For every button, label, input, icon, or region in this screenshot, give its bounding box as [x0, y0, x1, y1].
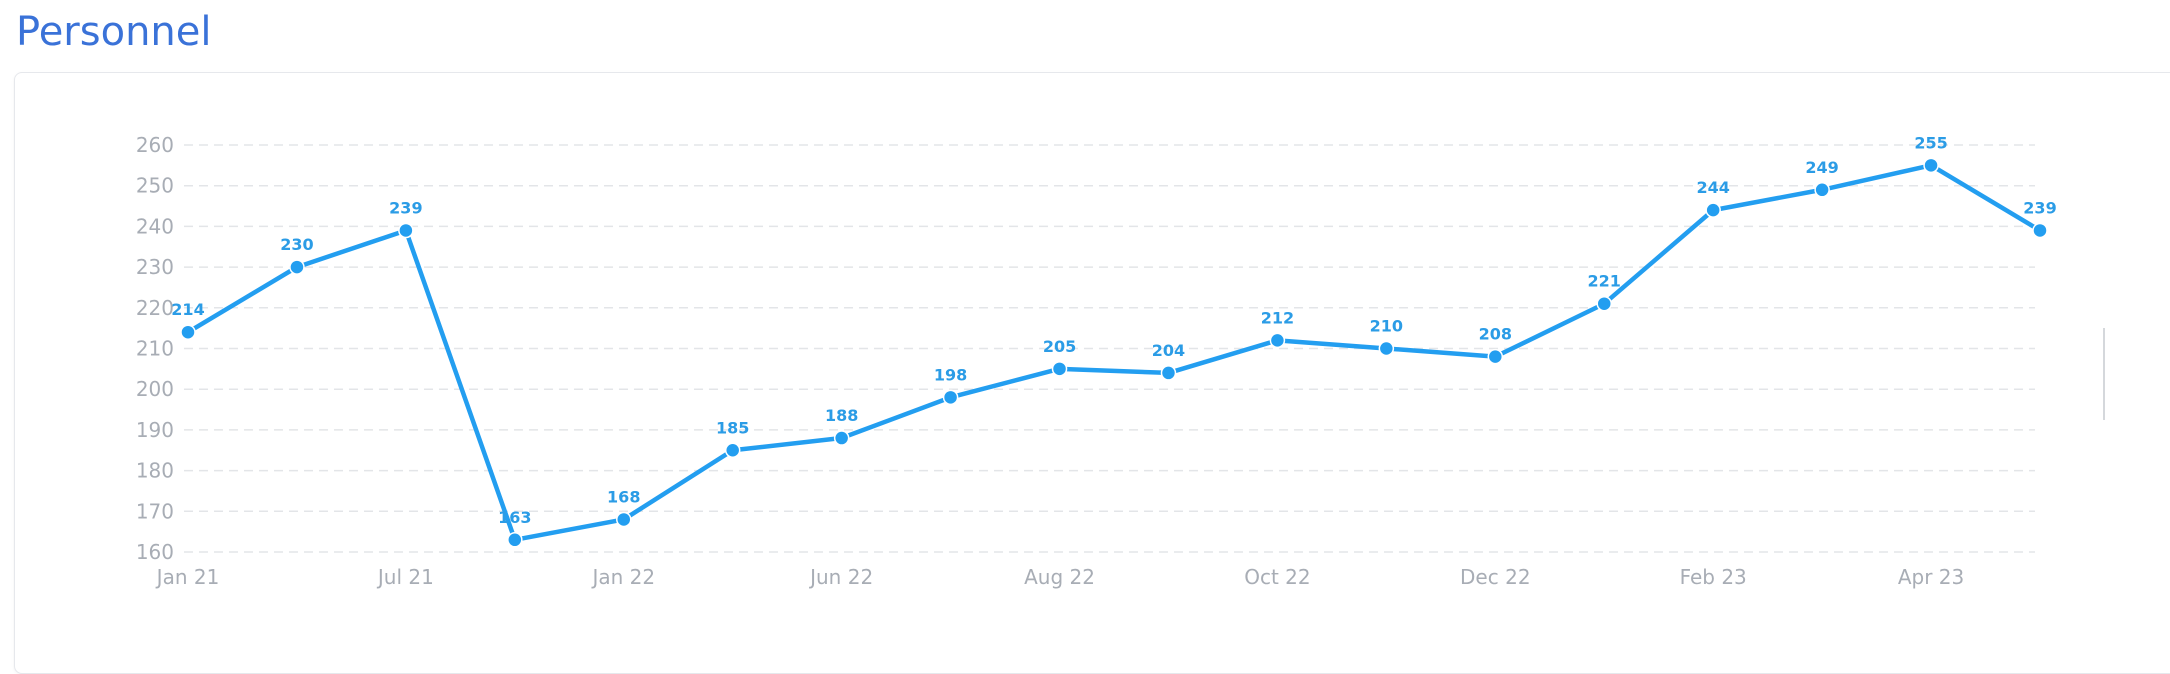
data-point[interactable]: [1923, 157, 1939, 174]
data-point[interactable]: [289, 259, 305, 275]
data-label: 168: [607, 487, 640, 506]
data-label: 230: [280, 235, 313, 254]
data-label: 255: [1914, 133, 1947, 152]
grid-lines: [184, 144, 2035, 553]
data-label: 239: [2023, 198, 2056, 217]
x-tick-label: Oct 22: [1244, 565, 1310, 589]
scroll-handle[interactable]: [2103, 328, 2105, 420]
data-labels: 214 230 239 163 168 185 188 198 205 204 212 210 208 2…: [171, 133, 2056, 526]
data-label: 210: [1370, 317, 1403, 336]
x-tick-label: Jun 22: [808, 565, 873, 589]
data-point[interactable]: [398, 222, 414, 239]
data-point[interactable]: [1814, 182, 1830, 198]
data-label: 221: [1588, 272, 1621, 291]
y-tick-label: 220: [136, 296, 174, 320]
data-point[interactable]: [1378, 340, 1395, 357]
y-tick-label: 250: [136, 174, 174, 198]
personnel-line-chart: 160 170 180 190 200 210 220 230 240 250 260 Jan 21…: [136, 133, 2057, 589]
data-point[interactable]: [616, 511, 632, 528]
y-tick-label: 160: [136, 540, 174, 564]
data-point[interactable]: [1051, 361, 1068, 377]
data-label: 188: [825, 406, 858, 425]
series-line: [186, 163, 2042, 543]
series-points: [180, 157, 2048, 548]
y-tick-label: 230: [136, 255, 174, 279]
y-axis-ticks: 160 170 180 190 200 210 220 230 240 250 260: [136, 133, 174, 564]
data-label: 212: [1261, 308, 1294, 327]
data-label: 208: [1479, 325, 1512, 344]
y-tick-label: 180: [136, 459, 174, 483]
y-tick-label: 260: [136, 133, 174, 157]
data-label: 163: [498, 508, 531, 527]
data-point[interactable]: [1269, 332, 1286, 349]
page-title: Personnel: [16, 9, 212, 55]
x-tick-label: Jan 21: [155, 565, 220, 589]
chart-card: [14, 72, 2170, 674]
data-point[interactable]: [942, 389, 959, 406]
data-point[interactable]: [1160, 365, 1177, 381]
data-label: 205: [1043, 337, 1076, 356]
series-line-group: [186, 163, 2042, 543]
y-tick-label: 170: [136, 499, 174, 523]
data-point[interactable]: [1705, 202, 1721, 218]
x-tick-label: Jul 21: [376, 565, 434, 589]
data-label: 244: [1696, 178, 1729, 197]
x-tick-label: Feb 23: [1680, 565, 1747, 589]
y-tick-label: 190: [136, 418, 174, 442]
data-label: 198: [934, 365, 967, 384]
data-label: 185: [716, 418, 749, 437]
x-tick-label: Dec 22: [1460, 565, 1531, 589]
y-tick-label: 210: [136, 337, 174, 361]
x-tick-label: Aug 22: [1024, 565, 1095, 589]
data-label: 204: [1152, 341, 1185, 360]
data-point[interactable]: [1596, 295, 1612, 312]
data-point[interactable]: [1487, 348, 1504, 365]
x-tick-label: Apr 23: [1898, 565, 1964, 589]
data-label: 239: [389, 198, 422, 217]
data-point[interactable]: [507, 532, 523, 548]
data-point[interactable]: [180, 324, 196, 340]
y-tick-label: 200: [136, 377, 174, 401]
data-label: 214: [171, 300, 204, 319]
y-tick-label: 240: [136, 214, 174, 238]
data-point[interactable]: [724, 442, 741, 458]
data-point[interactable]: [2032, 222, 2048, 239]
data-label: 249: [1805, 158, 1838, 177]
x-axis-ticks: Jan 21 Jul 21 Jan 22 Jun 22 Aug 22 Oct 22 Dec …: [155, 565, 1965, 589]
data-point[interactable]: [833, 430, 850, 446]
x-tick-label: Jan 22: [590, 565, 655, 589]
